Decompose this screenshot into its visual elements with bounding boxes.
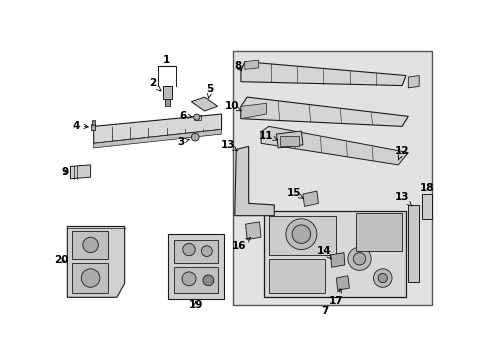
Polygon shape [407,76,418,88]
Polygon shape [72,263,107,293]
Text: 11: 11 [258,131,277,141]
Text: 2: 2 [149,78,161,91]
Text: 9: 9 [61,167,68,177]
Circle shape [182,272,196,286]
Circle shape [81,269,100,287]
Circle shape [377,274,386,283]
Polygon shape [234,147,274,216]
Text: 16: 16 [232,238,250,252]
Polygon shape [70,165,90,179]
Text: 19: 19 [188,300,203,310]
Polygon shape [241,103,266,119]
Circle shape [193,114,200,120]
Bar [280,136,299,147]
Polygon shape [94,130,221,148]
Text: 3: 3 [177,137,189,147]
Text: 18: 18 [419,183,433,193]
Polygon shape [355,213,401,251]
Text: 14: 14 [317,246,331,259]
Polygon shape [67,226,124,297]
Text: 5: 5 [206,84,213,99]
Polygon shape [268,216,336,255]
Bar [163,86,172,99]
Polygon shape [245,222,261,239]
Text: 20: 20 [54,255,68,265]
Circle shape [183,243,195,256]
Text: 15: 15 [286,188,303,199]
Bar [233,51,431,305]
Bar [92,120,95,125]
Polygon shape [276,131,302,148]
Text: 1: 1 [163,55,170,65]
Text: 4: 4 [73,121,88,131]
Text: 10: 10 [224,101,241,111]
Polygon shape [72,231,107,259]
Polygon shape [302,191,318,206]
Bar [164,99,169,105]
Circle shape [373,269,391,287]
Circle shape [347,247,370,270]
Text: 17: 17 [328,289,343,306]
Text: 6: 6 [179,111,192,121]
Polygon shape [173,266,218,293]
Polygon shape [241,97,407,126]
Bar [194,115,201,120]
Circle shape [291,225,310,243]
Polygon shape [422,194,431,219]
Polygon shape [168,234,224,299]
Polygon shape [336,276,349,291]
Circle shape [352,253,365,265]
Text: 8: 8 [234,61,241,71]
Polygon shape [261,126,407,165]
Polygon shape [330,253,344,267]
Circle shape [203,275,213,286]
Text: 13: 13 [220,140,237,151]
Text: 13: 13 [394,192,411,206]
Polygon shape [173,239,218,263]
Text: 7: 7 [320,306,327,316]
Polygon shape [268,259,324,293]
Bar [90,124,95,130]
Text: 12: 12 [394,146,408,160]
Circle shape [285,219,316,249]
Circle shape [191,133,199,141]
Polygon shape [264,211,405,297]
Polygon shape [94,114,221,143]
Polygon shape [241,62,405,86]
Polygon shape [244,60,258,69]
Circle shape [201,246,212,256]
Circle shape [82,237,98,253]
Polygon shape [191,97,217,111]
Polygon shape [407,205,418,282]
